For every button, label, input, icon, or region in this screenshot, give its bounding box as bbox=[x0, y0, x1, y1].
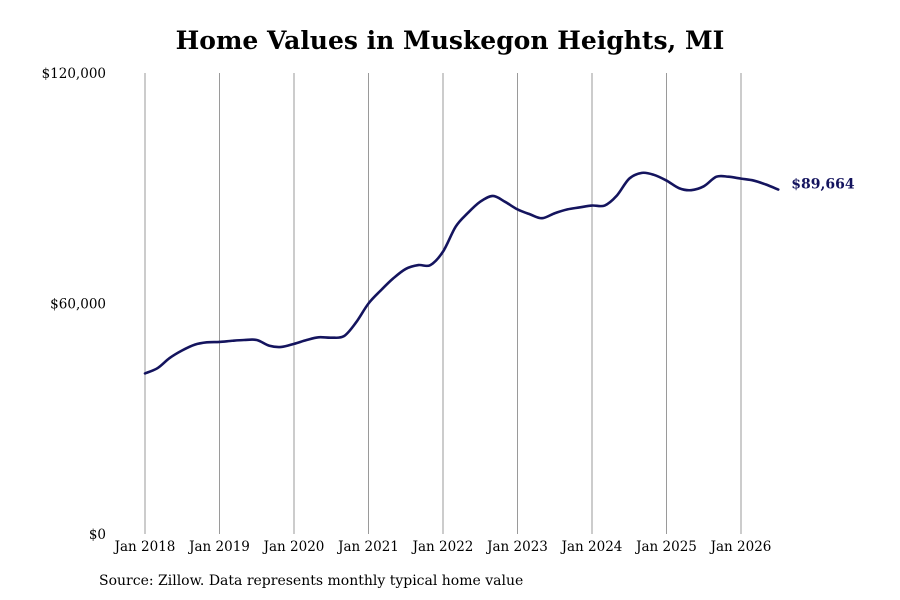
series-line bbox=[143, 171, 780, 375]
x-tick-label: Jan 2022 bbox=[411, 539, 474, 555]
chart-title: Home Values in Muskegon Heights, MI bbox=[175, 26, 725, 55]
x-tick-label: Jan 2025 bbox=[634, 539, 697, 555]
y-tick-label: $0 bbox=[89, 527, 106, 543]
x-tick-label: Jan 2021 bbox=[336, 539, 399, 555]
x-axis-ticks: Jan 2018 Jan 2019 Jan 2020 Jan 2021 Jan 2022… bbox=[113, 539, 772, 555]
grid-lines bbox=[144, 73, 742, 534]
x-tick-label: Jan 2026 bbox=[709, 539, 772, 555]
y-axis-ticks: $0 $60,000 $120,000 bbox=[42, 66, 106, 543]
end-value-label: $89,664 bbox=[791, 177, 855, 193]
source-note: Source: Zillow. Data represents monthly … bbox=[99, 573, 524, 589]
x-tick-label: Jan 2019 bbox=[187, 539, 250, 555]
x-tick-label: Jan 2023 bbox=[485, 539, 548, 555]
y-tick-label: $60,000 bbox=[50, 297, 106, 313]
x-tick-label: Jan 2024 bbox=[560, 539, 623, 555]
y-tick-label: $120,000 bbox=[42, 66, 106, 82]
x-tick-label: Jan 2020 bbox=[262, 539, 325, 555]
x-tick-label: Jan 2018 bbox=[113, 539, 176, 555]
